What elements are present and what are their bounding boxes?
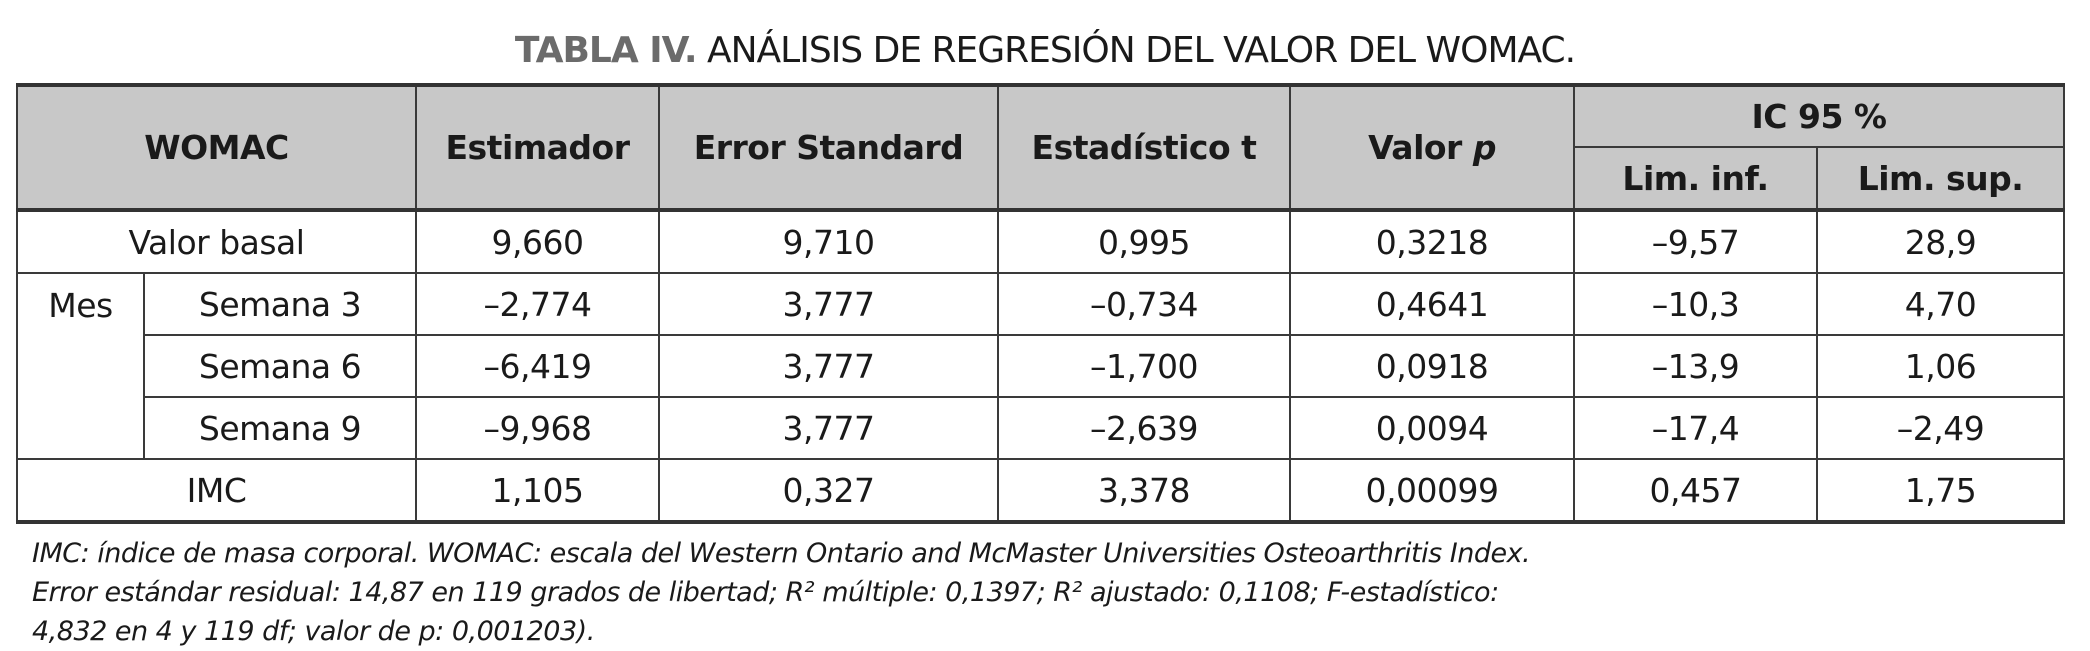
- footnote-line: Error estándar residual: 14,87 en 119 gr…: [32, 577, 1499, 608]
- cell: 0,457: [1573, 458, 1818, 523]
- cell: 0,327: [658, 458, 999, 523]
- row-label: Semana 3: [143, 272, 417, 336]
- row-label: Semana 9: [143, 396, 417, 460]
- cell: 0,0918: [1289, 334, 1575, 398]
- footnote-line: 4,832 en 4 y 119 df; valor de p: 0,00120…: [32, 616, 595, 647]
- row-label: Valor basal: [16, 209, 417, 274]
- cell: –6,419: [415, 334, 660, 398]
- cell: 3,777: [658, 334, 999, 398]
- valor-p-label: Valor: [1368, 128, 1473, 167]
- table-row: IMC 1,105 0,327 3,378 0,00099 0,457 1,75: [16, 458, 2065, 523]
- header-ic-95: IC 95 %: [1573, 84, 2065, 148]
- cell: –0,734: [997, 272, 1291, 336]
- cell: –2,774: [415, 272, 660, 336]
- footnote-line: IMC: índice de masa corporal. WOMAC: esc…: [32, 538, 1531, 569]
- cell: –2,639: [997, 396, 1291, 460]
- table-number: TABLA IV.: [514, 30, 698, 71]
- table-row: Valor basal 9,660 9,710 0,995 0,3218 –9,…: [16, 209, 2065, 274]
- cell: 28,9: [1816, 209, 2065, 274]
- cell: 3,777: [658, 396, 999, 460]
- cell: 1,06: [1816, 334, 2065, 398]
- cell: –17,4: [1573, 396, 1818, 460]
- cell: –10,3: [1573, 272, 1818, 336]
- cell: 1,75: [1816, 458, 2065, 523]
- table-row: Mes Semana 3 –2,774 3,777 –0,734 0,4641 …: [16, 272, 2065, 460]
- cell: 0,3218: [1289, 209, 1575, 274]
- cell: 1,105: [415, 458, 660, 523]
- table-row: Semana 9 –9,968 3,777 –2,639 0,0094 –17,…: [17, 396, 2065, 460]
- cell: 9,660: [415, 209, 660, 274]
- header-error-standard: Error Standard: [658, 84, 999, 212]
- regression-table: WOMAC Estimador Error Standard Estadísti…: [16, 83, 2065, 524]
- cell: –13,9: [1573, 334, 1818, 398]
- cell: 4,70: [1816, 272, 2065, 336]
- row-label: Semana 6: [143, 334, 417, 398]
- valor-p-italic: p: [1472, 128, 1497, 167]
- cell: 3,777: [658, 272, 999, 336]
- table-row: Semana 6 –6,419 3,777 –1,700 0,0918 –13,…: [17, 334, 2065, 398]
- header-valor-p: Valor p: [1289, 84, 1575, 212]
- cell: 0,00099: [1289, 458, 1575, 523]
- header-lim-sup: Lim. sup.: [1816, 146, 2065, 212]
- header-lim-inf: Lim. inf.: [1573, 146, 1818, 212]
- group-label-mes: Mes: [16, 272, 145, 460]
- cell: –2,49: [1816, 396, 2065, 460]
- row-label: IMC: [16, 458, 417, 523]
- cell: 0,4641: [1289, 272, 1575, 336]
- table-title-text: ANÁLISIS DE REGRESIÓN DEL VALOR DEL WOMA…: [706, 30, 1576, 71]
- cell: 9,710: [658, 209, 999, 274]
- cell: 0,995: [997, 209, 1291, 274]
- cell: 0,0094: [1289, 396, 1575, 460]
- table-footnotes: IMC: índice de masa corporal. WOMAC: esc…: [32, 534, 1531, 651]
- header-womac: WOMAC: [16, 84, 417, 212]
- header-estadistico-t: Estadístico t: [997, 84, 1291, 212]
- table-title: TABLA IV. ANÁLISIS DE REGRESIÓN DEL VALO…: [0, 30, 2090, 71]
- cell: –9,968: [415, 396, 660, 460]
- header-estimador: Estimador: [415, 84, 660, 212]
- cell: –9,57: [1573, 209, 1818, 274]
- cell: 3,378: [997, 458, 1291, 523]
- cell: –1,700: [997, 334, 1291, 398]
